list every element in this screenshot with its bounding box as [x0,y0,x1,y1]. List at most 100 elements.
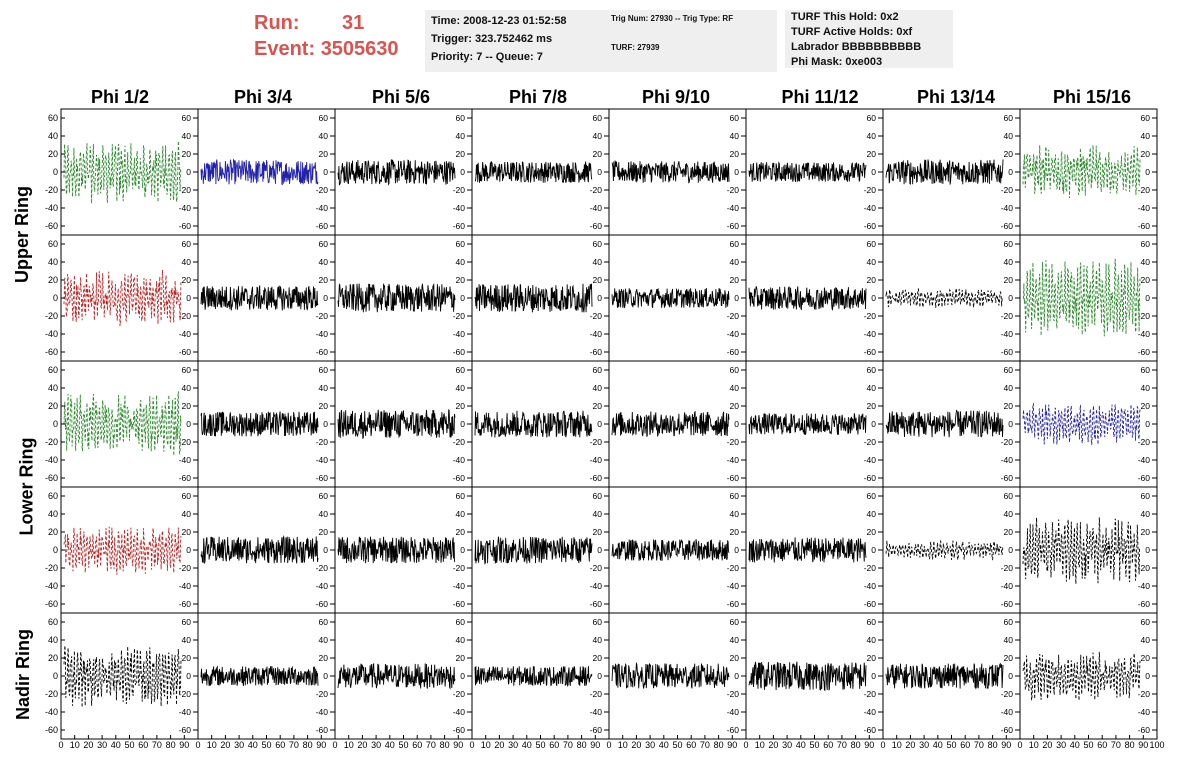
y-tick-label: 40 [319,635,329,645]
y-tick-label: -40 [1001,329,1014,339]
x-tick-label: 20 [1042,740,1052,750]
y-tick-label: 0 [1145,671,1150,681]
y-tick-label: 0 [460,419,465,429]
y-tick-label: -20 [316,311,329,321]
y-tick-label: 0 [734,167,739,177]
y-tick-label: 60 [730,365,740,375]
x-tick-label: 20 [768,740,778,750]
y-tick-label: -60 [1138,221,1151,231]
x-tick-label: 10 [70,740,80,750]
x-tick-label: 60 [686,740,696,750]
trig-num-text: Trig Num: 27930 -- Trig Type: RF [611,14,734,23]
y-tick-label: 20 [593,401,603,411]
waveform-trace [337,159,456,186]
y-tick-label: 60 [730,491,740,501]
y-tick-label: -60 [590,473,603,483]
x-tick-label: 80 [714,740,724,750]
y-tick-label: -60 [453,473,466,483]
y-tick-label: -60 [590,347,603,357]
x-tick-label: 0 [606,740,611,750]
y-tick-label: 20 [867,149,877,159]
y-tick-label: -20 [1001,563,1014,573]
y-tick-label: 40 [48,257,58,267]
y-tick-label: -60 [453,347,466,357]
y-tick-label: -20 [316,689,329,699]
y-tick-label: -40 [45,581,58,591]
y-tick-label: 20 [1004,653,1014,663]
x-tick-label: 100 [1149,740,1164,750]
y-tick-label: 40 [456,383,466,393]
y-tick-label: 60 [319,239,329,249]
y-tick-label: 0 [186,293,191,303]
y-tick-label: -40 [1138,581,1151,591]
waveform-trace [1022,651,1141,701]
y-tick-label: 40 [867,131,877,141]
y-tick-label: -20 [864,563,877,573]
y-tick-label: -20 [45,311,58,321]
y-tick-label: 60 [48,239,58,249]
run-label: Run: [254,12,300,34]
waveform-trace [474,536,593,565]
y-tick-label: 60 [456,365,466,375]
y-tick-label: -40 [179,329,192,339]
x-tick-label: 80 [851,740,861,750]
x-tick-label: 40 [522,740,532,750]
y-tick-label: 0 [734,545,739,555]
x-tick-label: 0 [1017,740,1022,750]
y-tick-label: 40 [593,635,603,645]
x-tick-label: 60 [1097,740,1107,750]
y-tick-label: 0 [871,293,876,303]
y-tick-label: 0 [1145,545,1150,555]
waveform-trace [337,662,456,690]
y-tick-label: -40 [453,203,466,213]
y-tick-label: 40 [456,257,466,267]
y-tick-label: -20 [1138,185,1151,195]
y-tick-label: 60 [456,113,466,123]
y-tick-label: -20 [864,689,877,699]
y-tick-label: -20 [727,563,740,573]
y-tick-label: 60 [1141,239,1151,249]
y-tick-label: -20 [590,311,603,321]
x-tick-label: 30 [371,740,381,750]
waveform-trace [200,158,319,186]
y-tick-label: 40 [319,509,329,519]
y-tick-label: 60 [730,617,740,627]
waveform-trace [748,537,867,563]
y-tick-label: -60 [316,221,329,231]
x-tick-label: 60 [823,740,833,750]
time-text: Time: 2008-12-23 01:52:58 [431,15,567,27]
y-tick-label: -20 [864,311,877,321]
y-tick-label: 60 [1004,491,1014,501]
y-tick-label: -60 [453,221,466,231]
y-tick-label: 40 [182,383,192,393]
waveform-trace [200,285,319,311]
y-tick-label: 40 [730,509,740,519]
y-tick-label: 20 [319,653,329,663]
y-tick-label: -20 [590,437,603,447]
y-tick-label: 60 [1004,239,1014,249]
y-tick-label: 20 [48,653,58,663]
y-tick-label: 40 [456,509,466,519]
y-tick-label: 20 [319,401,329,411]
x-tick-label: 40 [248,740,258,750]
turf-text: TURF: 27939 [611,43,660,52]
y-tick-label: 20 [182,527,192,537]
y-tick-label: -60 [864,473,877,483]
y-tick-label: 20 [182,275,192,285]
turf-active-holds: TURF Active Holds: 0xf [791,26,913,38]
y-tick-label: -20 [1138,563,1151,573]
y-tick-label: -60 [316,347,329,357]
y-tick-label: -60 [1138,473,1151,483]
y-tick-label: 20 [593,149,603,159]
y-tick-label: 0 [597,293,602,303]
x-tick-label: 50 [398,740,408,750]
y-tick-label: 20 [319,149,329,159]
y-tick-label: 40 [1141,635,1151,645]
y-tick-label: -40 [453,707,466,717]
x-tick-label: 30 [1056,740,1066,750]
waveform-trace [1022,403,1141,445]
y-tick-label: -20 [590,563,603,573]
y-tick-label: -40 [316,329,329,339]
waveform-trace [200,411,319,437]
y-tick-label: 60 [1141,617,1151,627]
